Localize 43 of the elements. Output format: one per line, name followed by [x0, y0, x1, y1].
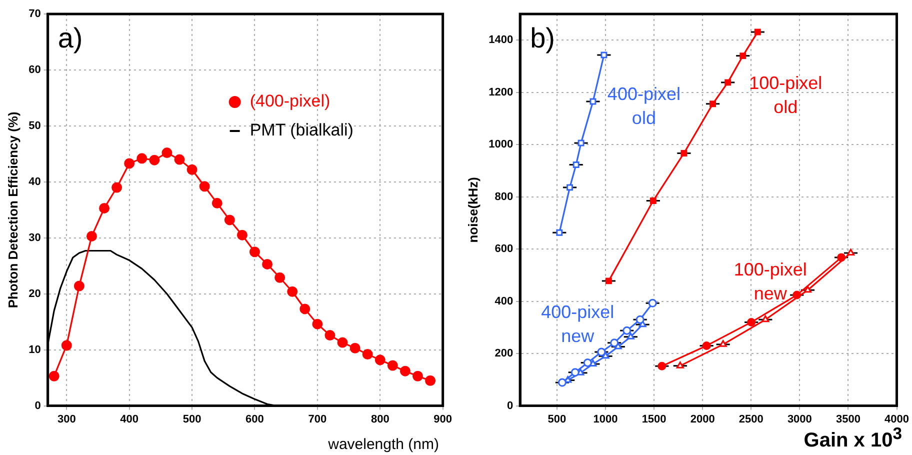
y-tick-label: 1000 [488, 138, 514, 151]
y-axis-title: noise(kHz) [465, 177, 480, 243]
y-tick-label: 200 [494, 348, 514, 360]
x-tick-label: 600 [246, 413, 264, 426]
y-tick-label: 10 [28, 344, 41, 356]
series-label: 400-pixel new [541, 302, 614, 346]
y-tick-label: 20 [28, 288, 41, 300]
x-axis-title: Gain x 10$^{3}$ [804, 424, 902, 453]
x-tick-label: 800 [370, 413, 390, 426]
series-label: 100-pixel old [749, 72, 822, 117]
y-tick-label: 1200 [488, 86, 514, 98]
x-tick-label: 3000 [787, 413, 812, 426]
x-tick-label: 500 [182, 413, 202, 426]
series-label: 400-pixel old [607, 84, 680, 128]
x-tick-label: 1500 [642, 413, 666, 426]
y-tick-label: 1400 [488, 34, 514, 46]
x-tick-label: 300 [57, 413, 76, 426]
annotation: b) [530, 22, 555, 54]
x-axis-title: wavelength (nm) [328, 436, 439, 453]
y-tick-label: 60 [28, 64, 41, 76]
legend-label: PMT (bialkali) [250, 120, 354, 140]
x-tick-label: 400 [120, 413, 139, 426]
y-tick-label: 0 [506, 400, 514, 412]
x-tick-label: 2500 [738, 413, 764, 426]
y-tick-label: 50 [28, 120, 41, 132]
y-axis-title: Photon Detection Efficiency (%) [5, 112, 20, 308]
x-tick-label: 500 [548, 413, 566, 426]
legend-label: (400-pixel) [250, 92, 330, 111]
y-tick-label: 30 [28, 232, 41, 244]
x-tick-label: 900 [434, 413, 452, 426]
y-tick-label: 70 [28, 8, 41, 20]
annotation: a) [58, 22, 83, 54]
y-tick-label: 800 [494, 190, 514, 203]
x-tick-label: 4000 [884, 413, 910, 426]
y-tick-label: 400 [494, 295, 514, 308]
series-label: 100-pixel new [734, 259, 807, 304]
x-tick-label: 1000 [593, 413, 618, 426]
x-tick-label: 2000 [690, 413, 715, 426]
y-tick-label: 600 [494, 243, 514, 256]
x-tick-label: 3500 [836, 413, 860, 426]
x-tick-label: 700 [308, 413, 327, 426]
y-tick-label: 40 [28, 176, 41, 188]
y-tick-label: 0 [34, 400, 41, 412]
